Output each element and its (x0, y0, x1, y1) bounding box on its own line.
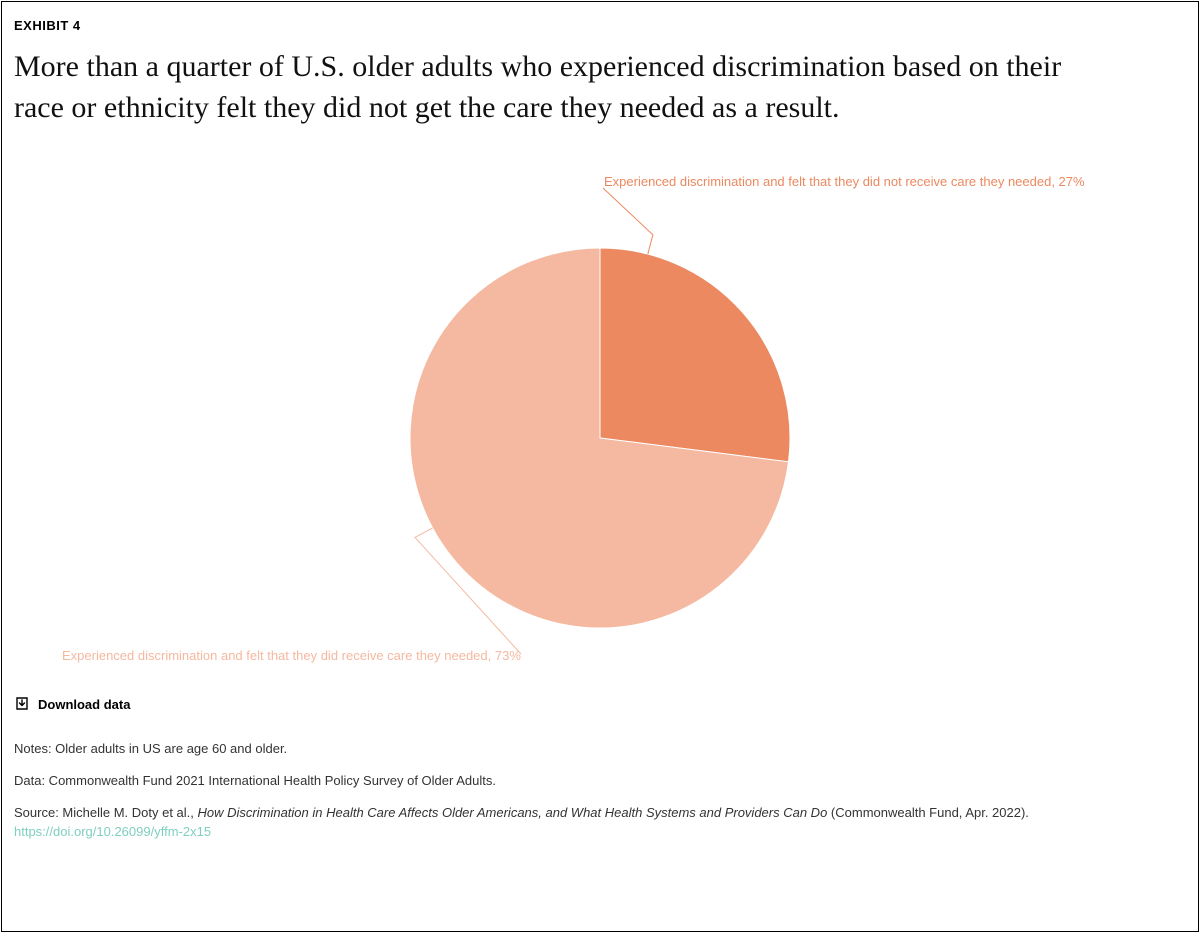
source-line: Source: Michelle M. Doty et al., How Dis… (14, 804, 1186, 840)
source-suffix: (Commonwealth Fund, Apr. 2022). (827, 805, 1029, 820)
callout-line (603, 188, 653, 254)
notes-line: Notes: Older adults in US are age 60 and… (14, 740, 1186, 758)
pie-slice (600, 248, 790, 462)
chart-notes: Notes: Older adults in US are age 60 and… (2, 740, 1198, 841)
download-icon (14, 696, 30, 712)
data-line: Data: Commonwealth Fund 2021 Internation… (14, 772, 1186, 790)
download-data-label: Download data (38, 697, 130, 712)
exhibit-container: EXHIBIT 4 More than a quarter of U.S. ol… (1, 1, 1199, 932)
source-title: How Discrimination in Health Care Affect… (198, 805, 828, 820)
download-data-button[interactable]: Download data (2, 696, 1198, 712)
source-prefix: Source: Michelle M. Doty et al., (14, 805, 198, 820)
chart-title: More than a quarter of U.S. older adults… (2, 33, 1102, 128)
exhibit-label: EXHIBIT 4 (2, 2, 1198, 33)
doi-link[interactable]: https://doi.org/10.26099/yffm-2x15 (14, 824, 211, 839)
pie-chart: Experienced discrimination and felt that… (2, 168, 1198, 688)
